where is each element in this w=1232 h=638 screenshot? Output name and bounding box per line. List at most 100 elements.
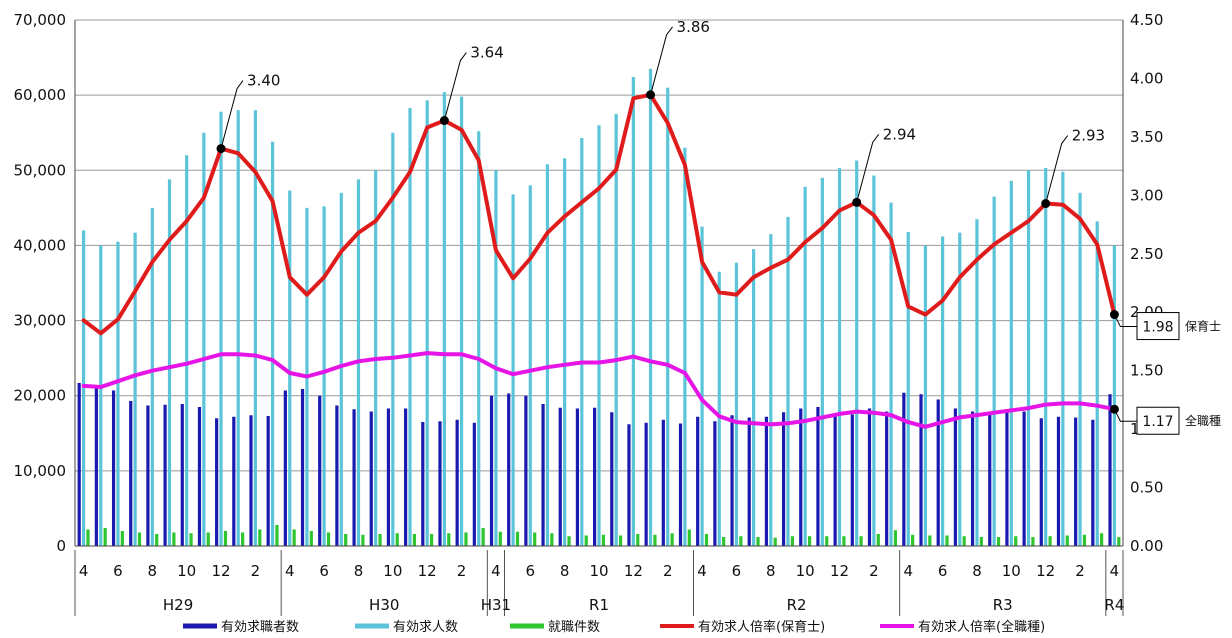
bar — [447, 533, 451, 546]
bar — [167, 179, 172, 546]
bar — [489, 395, 494, 546]
x-tick-label: 2 — [457, 562, 467, 580]
bar — [970, 411, 975, 546]
callout-label: 3.86 — [677, 18, 710, 36]
x-tick-label: 10 — [796, 562, 815, 580]
bar — [541, 403, 545, 546]
bar — [352, 409, 356, 546]
bar — [1078, 192, 1082, 547]
y-right-tick-label: 3.00 — [1130, 186, 1163, 204]
y-left-tick-label: 60,000 — [14, 86, 67, 104]
bar — [700, 226, 704, 546]
x-tick-label: 10 — [1002, 562, 1021, 580]
bar — [885, 411, 889, 546]
bar — [1022, 411, 1026, 546]
x-tick-label: 4 — [79, 562, 89, 580]
bar — [515, 531, 520, 546]
bar — [236, 110, 240, 547]
bar — [593, 407, 597, 546]
callout-leader — [650, 26, 673, 95]
bar — [459, 96, 464, 546]
bar — [318, 395, 322, 546]
bar — [919, 394, 923, 546]
legend-label: 有効求人数 — [393, 620, 458, 635]
bar — [511, 194, 515, 546]
bar — [979, 536, 983, 546]
year-label: R1 — [589, 596, 609, 614]
year-label: H30 — [369, 596, 399, 614]
bar — [614, 113, 618, 546]
bar — [1056, 416, 1061, 546]
bar — [627, 424, 631, 546]
bar — [670, 533, 674, 546]
bar — [631, 77, 635, 546]
year-label: R3 — [993, 596, 1013, 614]
bar — [77, 382, 81, 546]
bar — [769, 234, 773, 546]
bar — [386, 408, 391, 546]
y-left-tick-label: 50,000 — [14, 161, 67, 179]
bar — [232, 416, 236, 546]
y-right-tick-label: 4.50 — [1130, 11, 1163, 29]
bar — [99, 245, 103, 546]
bar — [189, 533, 193, 546]
legend-label: 就職件数 — [548, 620, 600, 635]
bar — [408, 107, 412, 546]
bar-series — [77, 68, 1121, 547]
bar — [906, 231, 910, 546]
bar — [133, 232, 137, 546]
callout-leader — [443, 52, 467, 121]
bar — [425, 100, 429, 546]
x-tick-label: 6 — [319, 562, 329, 580]
bar — [455, 419, 459, 546]
bar — [1044, 168, 1048, 546]
bar — [781, 412, 786, 546]
bar — [1074, 417, 1078, 546]
callout-label: 3.64 — [470, 44, 503, 62]
bar — [339, 192, 343, 547]
x-tick-label: 10 — [177, 562, 196, 580]
bar — [661, 419, 665, 546]
x-tick-label: 4 — [1110, 562, 1120, 580]
line-series — [81, 92, 1117, 429]
bar — [837, 168, 842, 546]
bar — [322, 206, 326, 546]
bar — [545, 164, 550, 546]
bar — [378, 533, 382, 546]
bar — [704, 533, 709, 546]
bar — [412, 533, 417, 546]
bar — [730, 415, 734, 546]
y-right-tick-label: 2.50 — [1130, 245, 1163, 263]
bar — [666, 87, 670, 546]
bar — [163, 404, 167, 546]
bar — [292, 529, 296, 546]
bar — [223, 530, 228, 546]
bar — [803, 186, 807, 546]
bar — [464, 532, 468, 546]
bar — [266, 416, 270, 546]
y-left-tick-label: 0 — [56, 537, 66, 555]
callout-leader — [1045, 135, 1069, 204]
year-label: H31 — [481, 596, 511, 614]
bar — [86, 529, 90, 546]
bar — [773, 537, 777, 546]
bar — [94, 385, 98, 546]
bar — [550, 533, 554, 546]
x-tick-label: 12 — [211, 562, 230, 580]
callout-label: 2.94 — [883, 125, 916, 143]
end-leader — [1113, 314, 1137, 328]
bar — [928, 535, 932, 546]
bar — [945, 535, 949, 546]
x-tick-label: 2 — [251, 562, 261, 580]
bar — [678, 423, 683, 546]
callout-leader — [220, 80, 244, 149]
bar — [185, 155, 189, 546]
x-tick-label: 8 — [972, 562, 982, 580]
bar — [833, 412, 837, 546]
bar — [902, 392, 906, 546]
end-leader — [1113, 409, 1137, 422]
bar — [893, 530, 898, 546]
bar — [807, 536, 812, 546]
bar — [1065, 535, 1069, 546]
